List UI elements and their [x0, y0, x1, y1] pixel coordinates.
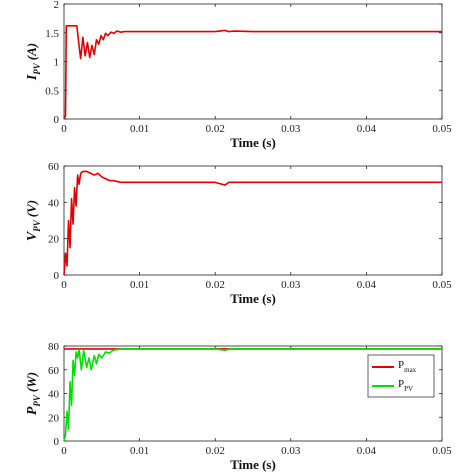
series-line-1 [63, 348, 442, 442]
y-tick-label: 0.5 [45, 85, 59, 97]
x-tick-label: 0.01 [130, 279, 149, 291]
x-axis-label: Time (s) [230, 457, 276, 472]
x-tick-label: 0.02 [206, 445, 225, 457]
y-axis-subscript: PV [32, 394, 42, 406]
legend-symbol: P [398, 378, 404, 390]
x-tick-label: 0.04 [357, 123, 377, 135]
y-tick-label: 1.5 [45, 28, 59, 40]
y-tick-label: 0 [54, 436, 60, 448]
x-tick-label: 0.02 [206, 123, 225, 135]
legend-box [367, 354, 435, 398]
x-tick-label: 0 [61, 445, 67, 457]
x-tick-label: 0 [61, 123, 67, 135]
x-tick-label: 0.05 [432, 279, 452, 291]
y-axis-subscript: PV [32, 219, 42, 231]
y-axis-symbol: I [25, 74, 40, 81]
x-tick-label: 0.03 [281, 123, 301, 135]
y-tick-label: 60 [48, 161, 60, 173]
y-axis-label: IPV (A) [24, 43, 42, 81]
plot-frame [63, 165, 443, 276]
x-tick-label: 0.04 [357, 279, 377, 291]
x-tick-label: 0.03 [281, 279, 301, 291]
plot-frame [63, 3, 443, 120]
y-tick-label: 40 [48, 197, 60, 209]
y-axis-unit: (W) [24, 372, 39, 392]
x-tick-label: 0.04 [357, 445, 377, 457]
y-tick-label: 40 [48, 389, 60, 401]
y-tick-label: 60 [48, 365, 60, 377]
y-tick-label: 80 [48, 341, 60, 353]
y-axis-unit: (A) [24, 43, 39, 60]
x-tick-label: 0.05 [432, 445, 452, 457]
y-axis-symbol: V [25, 230, 40, 241]
y-tick-label: 0 [54, 114, 60, 126]
y-tick-label: 2 [54, 0, 60, 11]
legend-subscript: PV [404, 385, 413, 393]
x-tick-label: 0.03 [281, 445, 301, 457]
y-axis-label: VPV (V) [24, 200, 42, 241]
legend-label-0: Pmax [398, 359, 417, 374]
y-tick-label: 20 [48, 412, 60, 424]
y-axis-subscript: PV [32, 62, 42, 74]
y-axis-unit: (V) [24, 200, 39, 217]
x-tick-label: 0.02 [206, 279, 225, 291]
x-tick-label: 0.05 [432, 123, 452, 135]
x-axis-label: Time (s) [230, 291, 276, 306]
series-line-0 [63, 25, 442, 120]
y-axis-symbol: P [25, 406, 40, 415]
x-tick-label: 0.01 [130, 445, 149, 457]
y-axis-label: PPV (W) [24, 372, 42, 415]
legend-subscript: max [404, 366, 417, 374]
y-tick-label: 20 [48, 234, 60, 246]
y-tick-label: 1 [54, 57, 60, 69]
legend-symbol: P [398, 359, 404, 371]
y-tick-label: 0 [54, 270, 60, 282]
x-tick-label: 0 [61, 279, 67, 291]
x-tick-label: 0.01 [130, 123, 149, 135]
legend-label-1: PPV [398, 378, 413, 393]
x-axis-label: Time (s) [230, 135, 276, 150]
series-line-0 [63, 170, 442, 276]
